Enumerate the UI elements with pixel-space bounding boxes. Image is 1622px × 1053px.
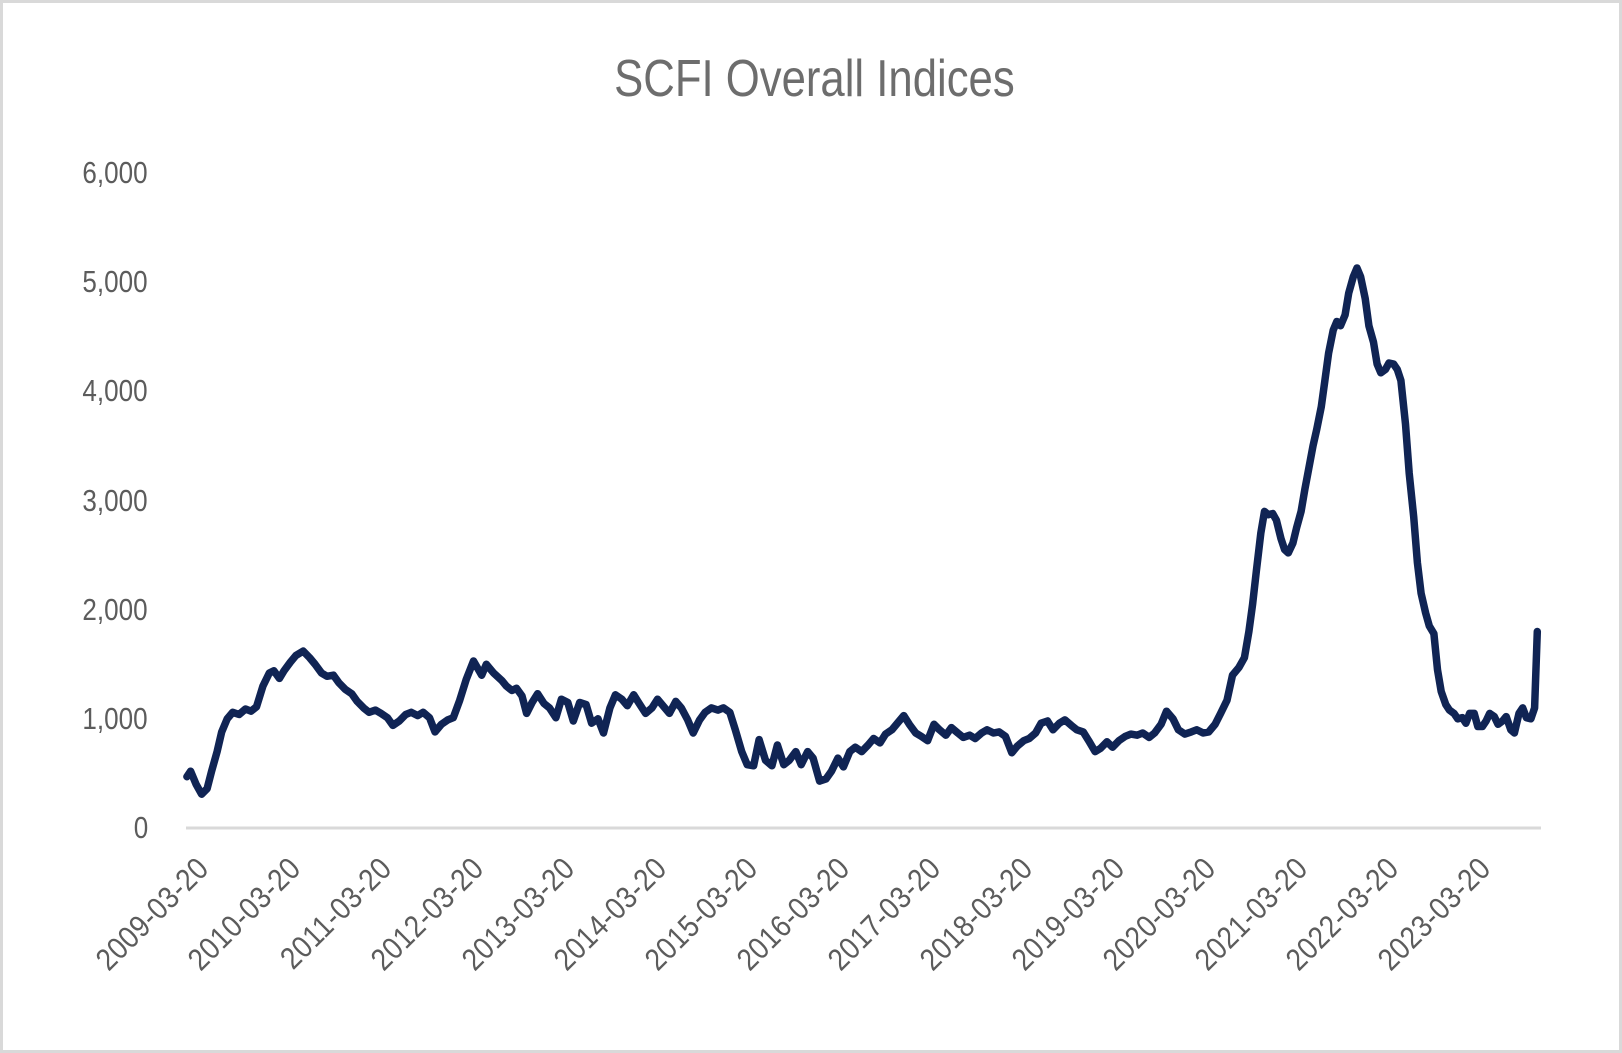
chart-title-text: SCFI Overall Indices: [613, 50, 1015, 108]
y-tick-label: 1,000: [43, 703, 148, 734]
y-tick-label: 5,000: [43, 266, 148, 297]
y-tick-label: 3,000: [43, 485, 148, 516]
y-tick-label-text: 4,000: [82, 373, 148, 409]
y-tick-label-text: 6,000: [82, 155, 148, 190]
chart-title: SCFI Overall Indices: [3, 49, 1619, 109]
y-tick-label-text: 3,000: [82, 482, 148, 518]
y-tick-label: 2,000: [43, 594, 148, 625]
y-tick-label-text: 2,000: [82, 591, 148, 627]
y-tick-label-text: 5,000: [82, 264, 148, 300]
y-tick-label: 6,000: [43, 157, 148, 188]
line-chart-plot: [183, 264, 1542, 830]
y-tick-label: 0: [43, 812, 148, 843]
series-line: [183, 264, 1542, 798]
y-tick-label-text: 0: [133, 810, 148, 845]
y-tick-label-text: 1,000: [82, 700, 148, 736]
y-tick-label: 4,000: [43, 375, 148, 406]
